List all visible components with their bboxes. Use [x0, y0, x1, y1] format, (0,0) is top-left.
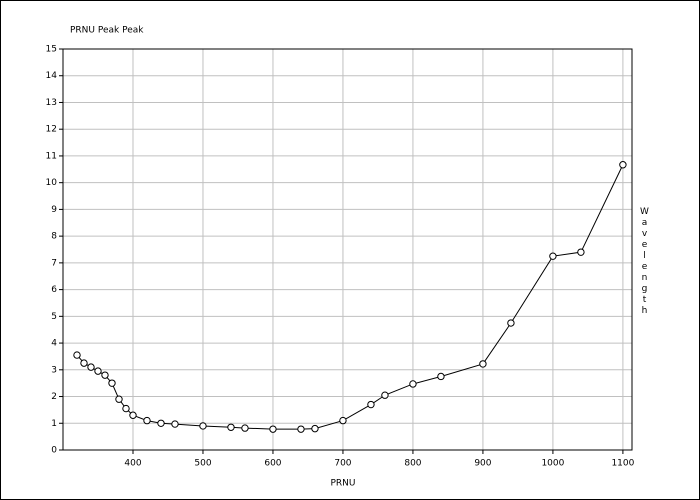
- data-point: [367, 400, 375, 409]
- x-tick-label: 1100: [611, 459, 634, 469]
- x-tick-label: 600: [264, 459, 281, 469]
- x-tick-label: 500: [194, 459, 211, 469]
- data-point: [227, 423, 235, 431]
- y-tick-label: 10: [46, 178, 58, 188]
- data-point: [339, 416, 347, 425]
- data-point: [115, 395, 123, 403]
- data-point: [129, 411, 137, 419]
- x-tick-label: 700: [334, 459, 351, 469]
- data-point: [171, 420, 179, 428]
- x-tick-label: 400: [124, 459, 141, 469]
- data-point: [73, 351, 81, 359]
- data-point: [122, 404, 130, 413]
- y-tick-label: 3: [51, 365, 57, 375]
- y-tick-label: 4: [51, 339, 57, 349]
- x-tick-label: 1000: [541, 459, 564, 469]
- x-tick-label: 800: [404, 459, 421, 469]
- data-point: [94, 367, 102, 375]
- data-point: [143, 416, 151, 425]
- y-tick-label: 12: [46, 125, 57, 135]
- y-tick-label: 7: [51, 258, 57, 268]
- y-tick-label: 14: [46, 71, 58, 81]
- y-tick-label: 11: [46, 151, 57, 161]
- data-point: [311, 424, 319, 433]
- y-tick-label: 0: [51, 446, 57, 456]
- data-point: [409, 380, 417, 388]
- y-tick-label: 2: [51, 392, 57, 402]
- y-tick-label: 6: [51, 285, 57, 295]
- data-point: [101, 371, 109, 379]
- y-tick-label: 13: [46, 98, 57, 108]
- y-tick-label: 9: [51, 205, 57, 215]
- data-point: [381, 391, 389, 399]
- data-point: [507, 319, 515, 327]
- x-axis-label: PRNU: [330, 479, 355, 489]
- y-tick-label: 1: [51, 419, 57, 429]
- data-point: [619, 161, 627, 169]
- data-point: [437, 372, 445, 381]
- data-point: [199, 422, 207, 430]
- y-tick-label: 15: [46, 45, 57, 55]
- series-line: [76, 164, 624, 430]
- chart-title: PRNU Peak Peak: [70, 26, 144, 36]
- y-tick-label: 5: [51, 312, 57, 322]
- data-point: [577, 248, 585, 256]
- data-point: [157, 419, 165, 427]
- data-point: [269, 425, 277, 433]
- data-point: [549, 252, 557, 260]
- data-point: [297, 425, 305, 433]
- y-tick-label: 8: [51, 232, 57, 242]
- plot-border: [62, 48, 633, 451]
- data-point: [108, 379, 116, 387]
- plot-area: [63, 49, 632, 450]
- data-point: [241, 424, 249, 432]
- right-axis-label: Wavelength: [640, 207, 650, 317]
- data-point: [80, 359, 88, 367]
- data-point: [87, 363, 95, 371]
- x-tick-label: 900: [474, 459, 491, 469]
- data-point: [479, 360, 487, 368]
